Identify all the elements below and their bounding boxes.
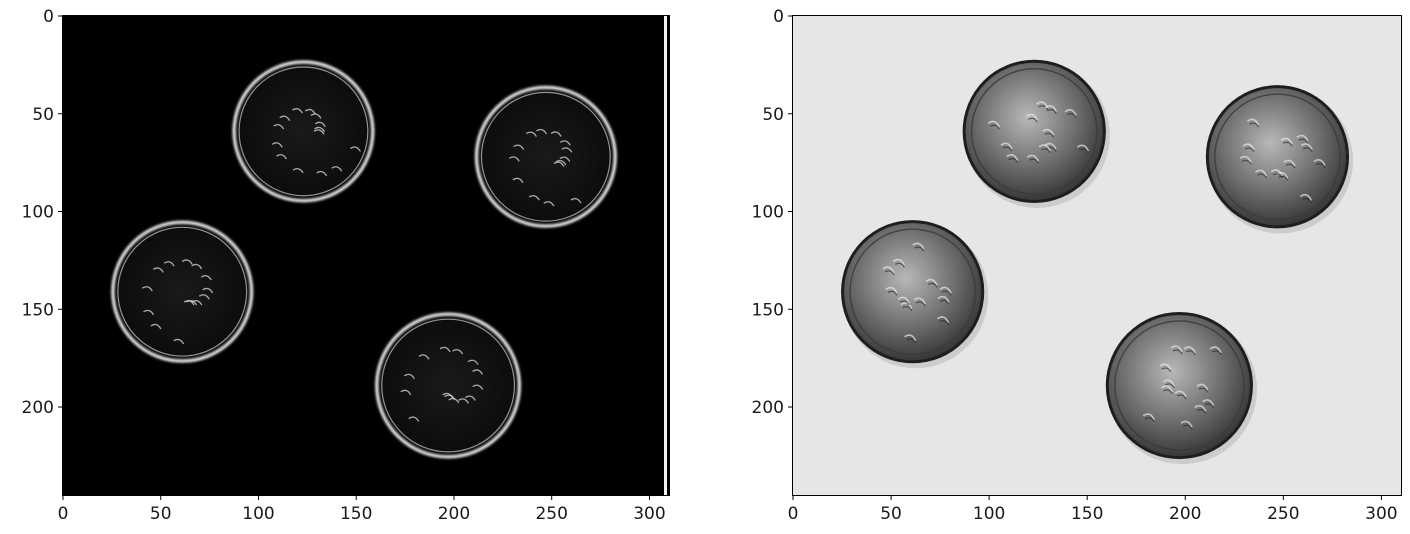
y-tick-label: 150 xyxy=(22,300,54,320)
y-tick-label: 50 xyxy=(32,105,54,125)
coin xyxy=(841,220,989,369)
x-tick-label: 100 xyxy=(973,504,1005,524)
x-tick-label: 100 xyxy=(242,504,274,524)
x-tick-label: 150 xyxy=(340,504,372,524)
y-tick-label: 0 xyxy=(43,7,54,27)
y-tick-label: 200 xyxy=(752,398,784,418)
original-image-panel: 0 50 100 150 200 250 300 0 50 100 150 200 xyxy=(752,7,1402,524)
coin xyxy=(474,85,617,228)
y-tick-label: 200 xyxy=(22,398,54,418)
x-tick-label: 150 xyxy=(1071,504,1103,524)
axes-frame xyxy=(792,15,1402,496)
axes-frame xyxy=(62,15,670,496)
x-tick-label: 200 xyxy=(1169,504,1201,524)
coin xyxy=(1205,85,1354,234)
edge-artifact-column xyxy=(664,16,667,495)
edge-image-panel: 0 50 100 150 200 250 300 0 50 100 150 200 xyxy=(22,7,670,524)
y-tick-label: 150 xyxy=(752,300,784,320)
y-tick-label: 50 xyxy=(762,105,784,125)
coin xyxy=(232,60,375,203)
x-tick-label: 300 xyxy=(633,504,665,524)
x-tick-label: 250 xyxy=(1267,504,1299,524)
y-tick-label: 100 xyxy=(752,203,784,223)
x-tick-label: 0 xyxy=(58,504,69,524)
coin xyxy=(111,220,254,363)
x-tick-label: 50 xyxy=(150,504,172,524)
y-tick-label: 0 xyxy=(773,7,784,27)
y-tick-label: 100 xyxy=(22,203,54,223)
x-tick-label: 250 xyxy=(535,504,567,524)
x-tick-label: 200 xyxy=(438,504,470,524)
x-tick-label: 300 xyxy=(1365,504,1397,524)
coin xyxy=(962,59,1110,208)
x-tick-label: 50 xyxy=(880,504,902,524)
coin xyxy=(1105,311,1257,465)
x-tick-label: 0 xyxy=(788,504,799,524)
coin xyxy=(375,312,521,459)
